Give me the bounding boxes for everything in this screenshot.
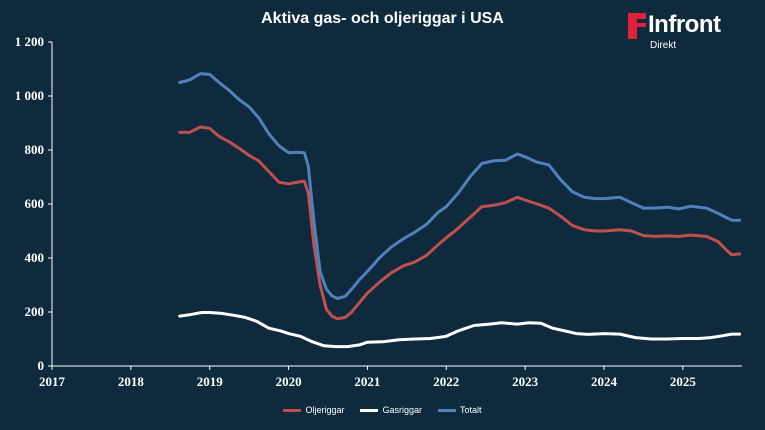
y-tick-label: 0 — [38, 358, 45, 373]
x-tick-label: 2025 — [670, 374, 697, 389]
y-tick-label: 800 — [25, 142, 45, 157]
x-tick-label: 2024 — [591, 374, 618, 389]
legend-label-gasriggar: Gasriggar — [382, 405, 422, 415]
legend: Oljeriggar Gasriggar Totalt — [0, 405, 765, 415]
legend-swatch-oljeriggar — [283, 408, 302, 412]
legend-item-totalt: Totalt — [438, 405, 482, 415]
x-tick-label: 2018 — [118, 374, 145, 389]
x-tick-label: 2017 — [39, 374, 66, 389]
infront-logo: Infront Direkt — [628, 10, 748, 54]
y-tick-label: 600 — [25, 196, 45, 211]
y-tick-label: 1 000 — [15, 88, 44, 103]
logo-sub-text: Direkt — [650, 40, 677, 51]
legend-label-totalt: Totalt — [460, 405, 482, 415]
x-tick-label: 2022 — [433, 374, 459, 389]
y-tick-label: 400 — [25, 250, 45, 265]
legend-swatch-totalt — [438, 408, 456, 412]
x-tick-label: 2021 — [354, 374, 380, 389]
series-line-gasriggar — [178, 311, 742, 349]
x-tick-label: 2019 — [197, 374, 224, 389]
x-tick-label: 2023 — [512, 374, 539, 389]
logo-brand-text: Infront — [648, 11, 721, 38]
chart-title: Aktiva gas- och oljeriggar i USA — [261, 10, 504, 27]
x-tick-label: 2020 — [276, 374, 302, 389]
legend-label-oljeriggar: Oljeriggar — [305, 405, 345, 415]
chart-series — [178, 72, 742, 349]
chart-axes: 0 200 400 600 800 1 000 1 200 2017 2018 2019 2020 2… — [15, 34, 742, 389]
series-line-totalt — [178, 72, 742, 300]
infront-logo-icon — [628, 13, 646, 39]
series-line-oljeriggar — [178, 125, 742, 321]
legend-item-oljeriggar: Oljeriggar — [283, 405, 344, 415]
legend-item-gasriggar: Gasriggar — [360, 405, 422, 415]
y-tick-label: 1 200 — [15, 34, 44, 49]
legend-swatch-gasriggar — [360, 408, 379, 412]
y-tick-label: 200 — [25, 304, 45, 319]
